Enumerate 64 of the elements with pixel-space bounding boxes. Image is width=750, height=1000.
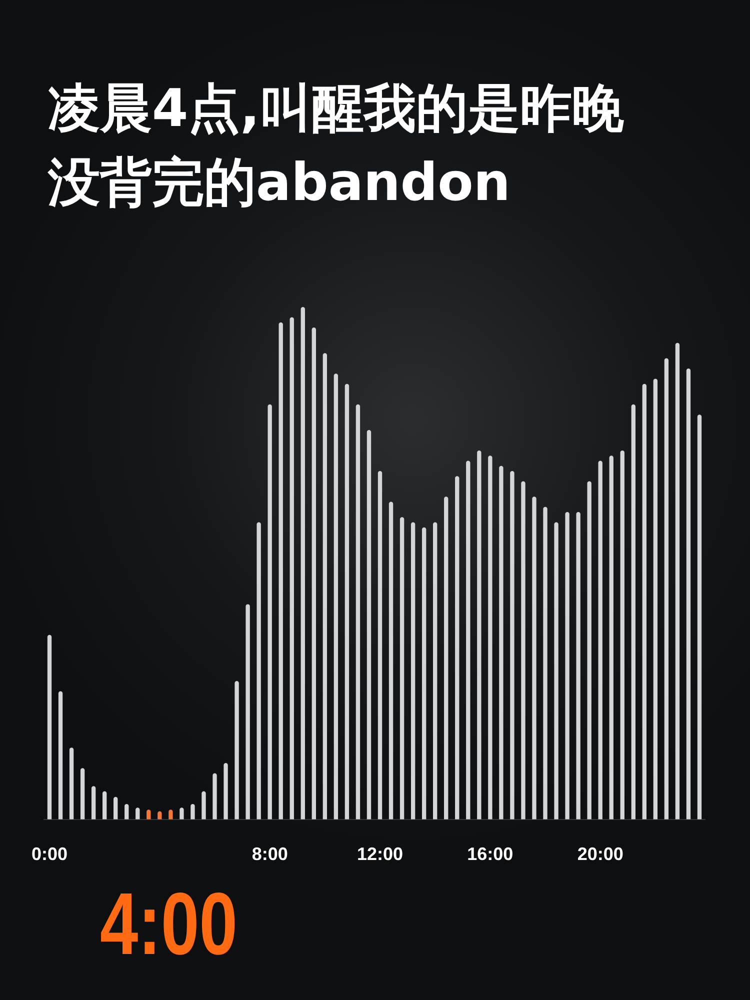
bar <box>400 517 404 820</box>
bar <box>543 506 548 820</box>
bar <box>356 404 360 820</box>
bar <box>499 466 504 820</box>
bar <box>312 327 316 820</box>
bar <box>642 384 646 820</box>
bar <box>180 808 184 820</box>
bar <box>444 496 448 820</box>
bar <box>136 808 140 820</box>
bar <box>565 512 570 820</box>
bar <box>378 470 382 820</box>
bar <box>290 317 294 820</box>
bar <box>212 773 217 820</box>
bar <box>300 307 305 820</box>
bar <box>102 791 107 820</box>
bar <box>124 804 129 820</box>
x-tick-label: 0:00 <box>31 844 68 864</box>
bar <box>190 804 195 820</box>
bar <box>202 791 206 820</box>
bar <box>598 460 602 820</box>
bar <box>686 368 691 820</box>
bar <box>410 522 416 820</box>
bar <box>234 681 239 820</box>
bar <box>433 522 438 820</box>
bar <box>58 691 63 820</box>
bar <box>69 748 74 820</box>
bar <box>256 522 261 820</box>
bar <box>224 763 228 820</box>
bar <box>114 796 118 820</box>
x-tick-label: 8:00 <box>252 844 288 864</box>
bar <box>554 522 558 820</box>
bar <box>322 353 328 820</box>
bar <box>80 768 85 820</box>
x-tick-label: 12:00 <box>356 844 404 864</box>
bar <box>609 456 614 820</box>
bar <box>344 384 350 820</box>
x-tick-label: 16:00 <box>467 844 514 864</box>
bar <box>488 456 492 820</box>
bar <box>388 502 394 820</box>
bar <box>697 414 702 820</box>
bar <box>466 460 470 820</box>
bar <box>664 358 669 820</box>
bar <box>521 481 526 820</box>
bar <box>455 476 460 820</box>
bar <box>631 404 636 820</box>
bar <box>278 322 283 820</box>
bar <box>422 527 426 820</box>
chart-title: 凌晨4点,叫醒我的是昨晚没背完的abandon <box>48 78 625 215</box>
bar <box>510 470 514 820</box>
bar <box>334 374 338 820</box>
bar <box>366 430 372 820</box>
bar <box>620 450 624 820</box>
bar <box>587 481 592 820</box>
bar <box>477 450 482 820</box>
text: 4:00 <box>100 874 238 973</box>
bar <box>675 342 680 820</box>
bar <box>532 496 536 820</box>
bar <box>576 512 580 820</box>
bar <box>91 786 96 820</box>
bar <box>268 404 272 820</box>
bar <box>47 634 52 820</box>
bar <box>246 604 250 820</box>
bar <box>653 378 658 820</box>
x-tick-label: 20:00 <box>577 844 624 864</box>
